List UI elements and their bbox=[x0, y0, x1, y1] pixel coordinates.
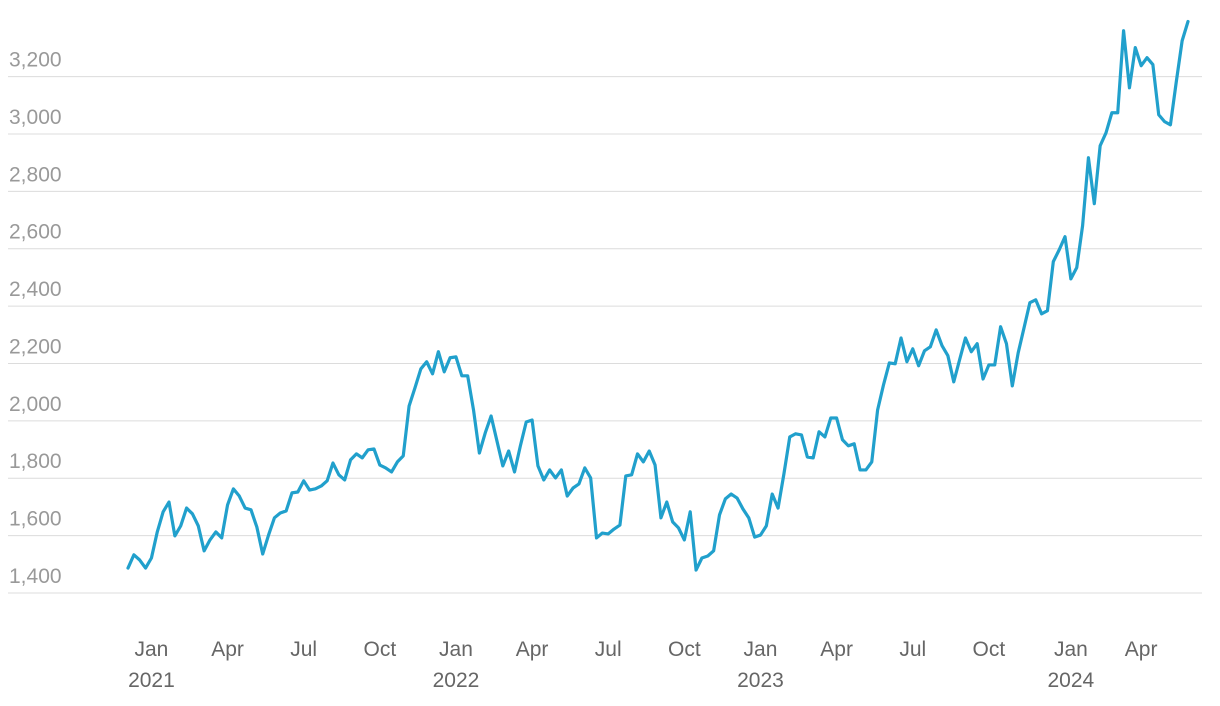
x-tick-label: Apr bbox=[1125, 638, 1158, 661]
x-tick-label: Jan bbox=[134, 638, 168, 661]
y-tick-label: 1,600 bbox=[9, 508, 62, 531]
y-tick-label: 1,400 bbox=[9, 565, 62, 588]
y-tick-label: 2,600 bbox=[9, 221, 62, 244]
x-tick-label: Jan bbox=[1054, 638, 1088, 661]
x-tick-label: Apr bbox=[820, 638, 853, 661]
x-tick-label: Oct bbox=[668, 638, 701, 661]
y-tick-label: 1,800 bbox=[9, 450, 62, 473]
y-tick-label: 3,200 bbox=[9, 49, 62, 72]
y-tick-label: 2,400 bbox=[9, 278, 62, 301]
x-tick-label: Jul bbox=[899, 638, 926, 661]
x-tick-label: Jul bbox=[595, 638, 622, 661]
x-tick-label: Oct bbox=[363, 638, 396, 661]
y-tick-label: 3,000 bbox=[9, 106, 62, 129]
x-tick-label: Jan bbox=[744, 638, 778, 661]
y-tick-label: 2,200 bbox=[9, 335, 62, 358]
x-tick-label: Apr bbox=[211, 638, 244, 661]
line bbox=[126, 19, 1190, 572]
x-tick-label: Apr bbox=[516, 638, 549, 661]
x-tick-label: Jan bbox=[439, 638, 473, 661]
x-year-label: 2023 bbox=[737, 669, 784, 692]
x-tick-label: Jul bbox=[290, 638, 317, 661]
y-tick-label: 2,000 bbox=[9, 393, 62, 416]
x-tick-label: Oct bbox=[973, 638, 1006, 661]
x-year-label: 2022 bbox=[433, 669, 480, 692]
y-tick-label: 2,800 bbox=[9, 163, 62, 186]
x-year-label: 2021 bbox=[128, 669, 175, 692]
x-year-label: 2024 bbox=[1048, 669, 1095, 692]
